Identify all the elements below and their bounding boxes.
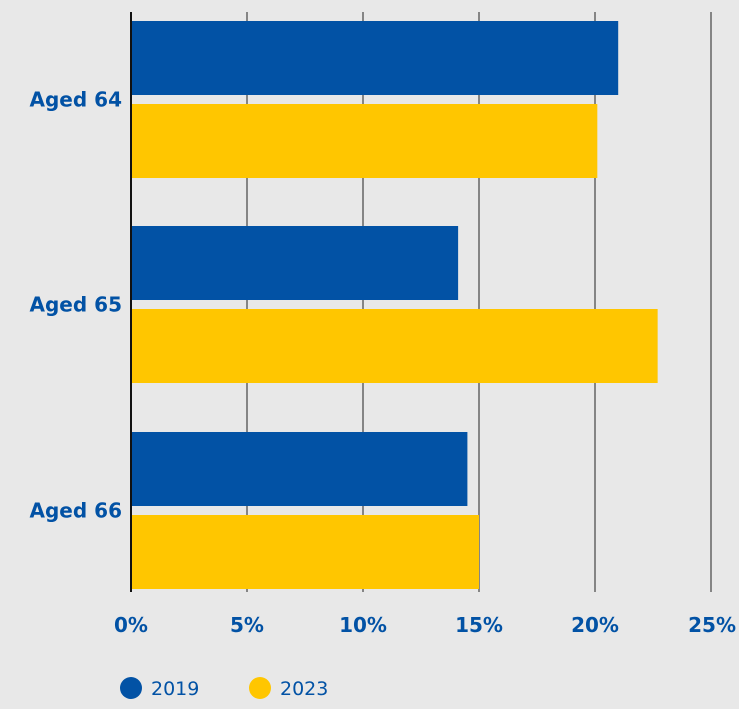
legend-swatch-2019 [120,677,142,699]
x-tick-label: 10% [339,613,387,637]
category-label: Aged 66 [30,499,122,523]
legend: 2019 2023 [120,677,328,700]
bar-aged-65-2023 [131,309,658,383]
x-tick-label: 0% [114,613,148,637]
x-tick-label: 15% [455,613,503,637]
legend-swatch-2023 [249,677,271,699]
x-tick-label: 5% [230,613,264,637]
category-label: Aged 65 [30,293,122,317]
legend-label: 2023 [280,678,328,700]
bars [131,21,658,589]
bar-aged-66-2019 [131,432,468,506]
labels: Aged 64 Aged 65 Aged 66 0% 5% 10% 15% 20% 25% [30,88,736,638]
x-tick-label: 25% [688,613,736,637]
category-label: Aged 64 [30,88,122,112]
bar-aged-66-2023 [131,515,479,589]
bar-aged-64-2023 [131,104,598,178]
bar-aged-65-2019 [131,226,459,300]
bar-aged-64-2019 [131,21,619,95]
x-tick-label: 20% [571,613,619,637]
legend-label: 2019 [151,678,199,700]
